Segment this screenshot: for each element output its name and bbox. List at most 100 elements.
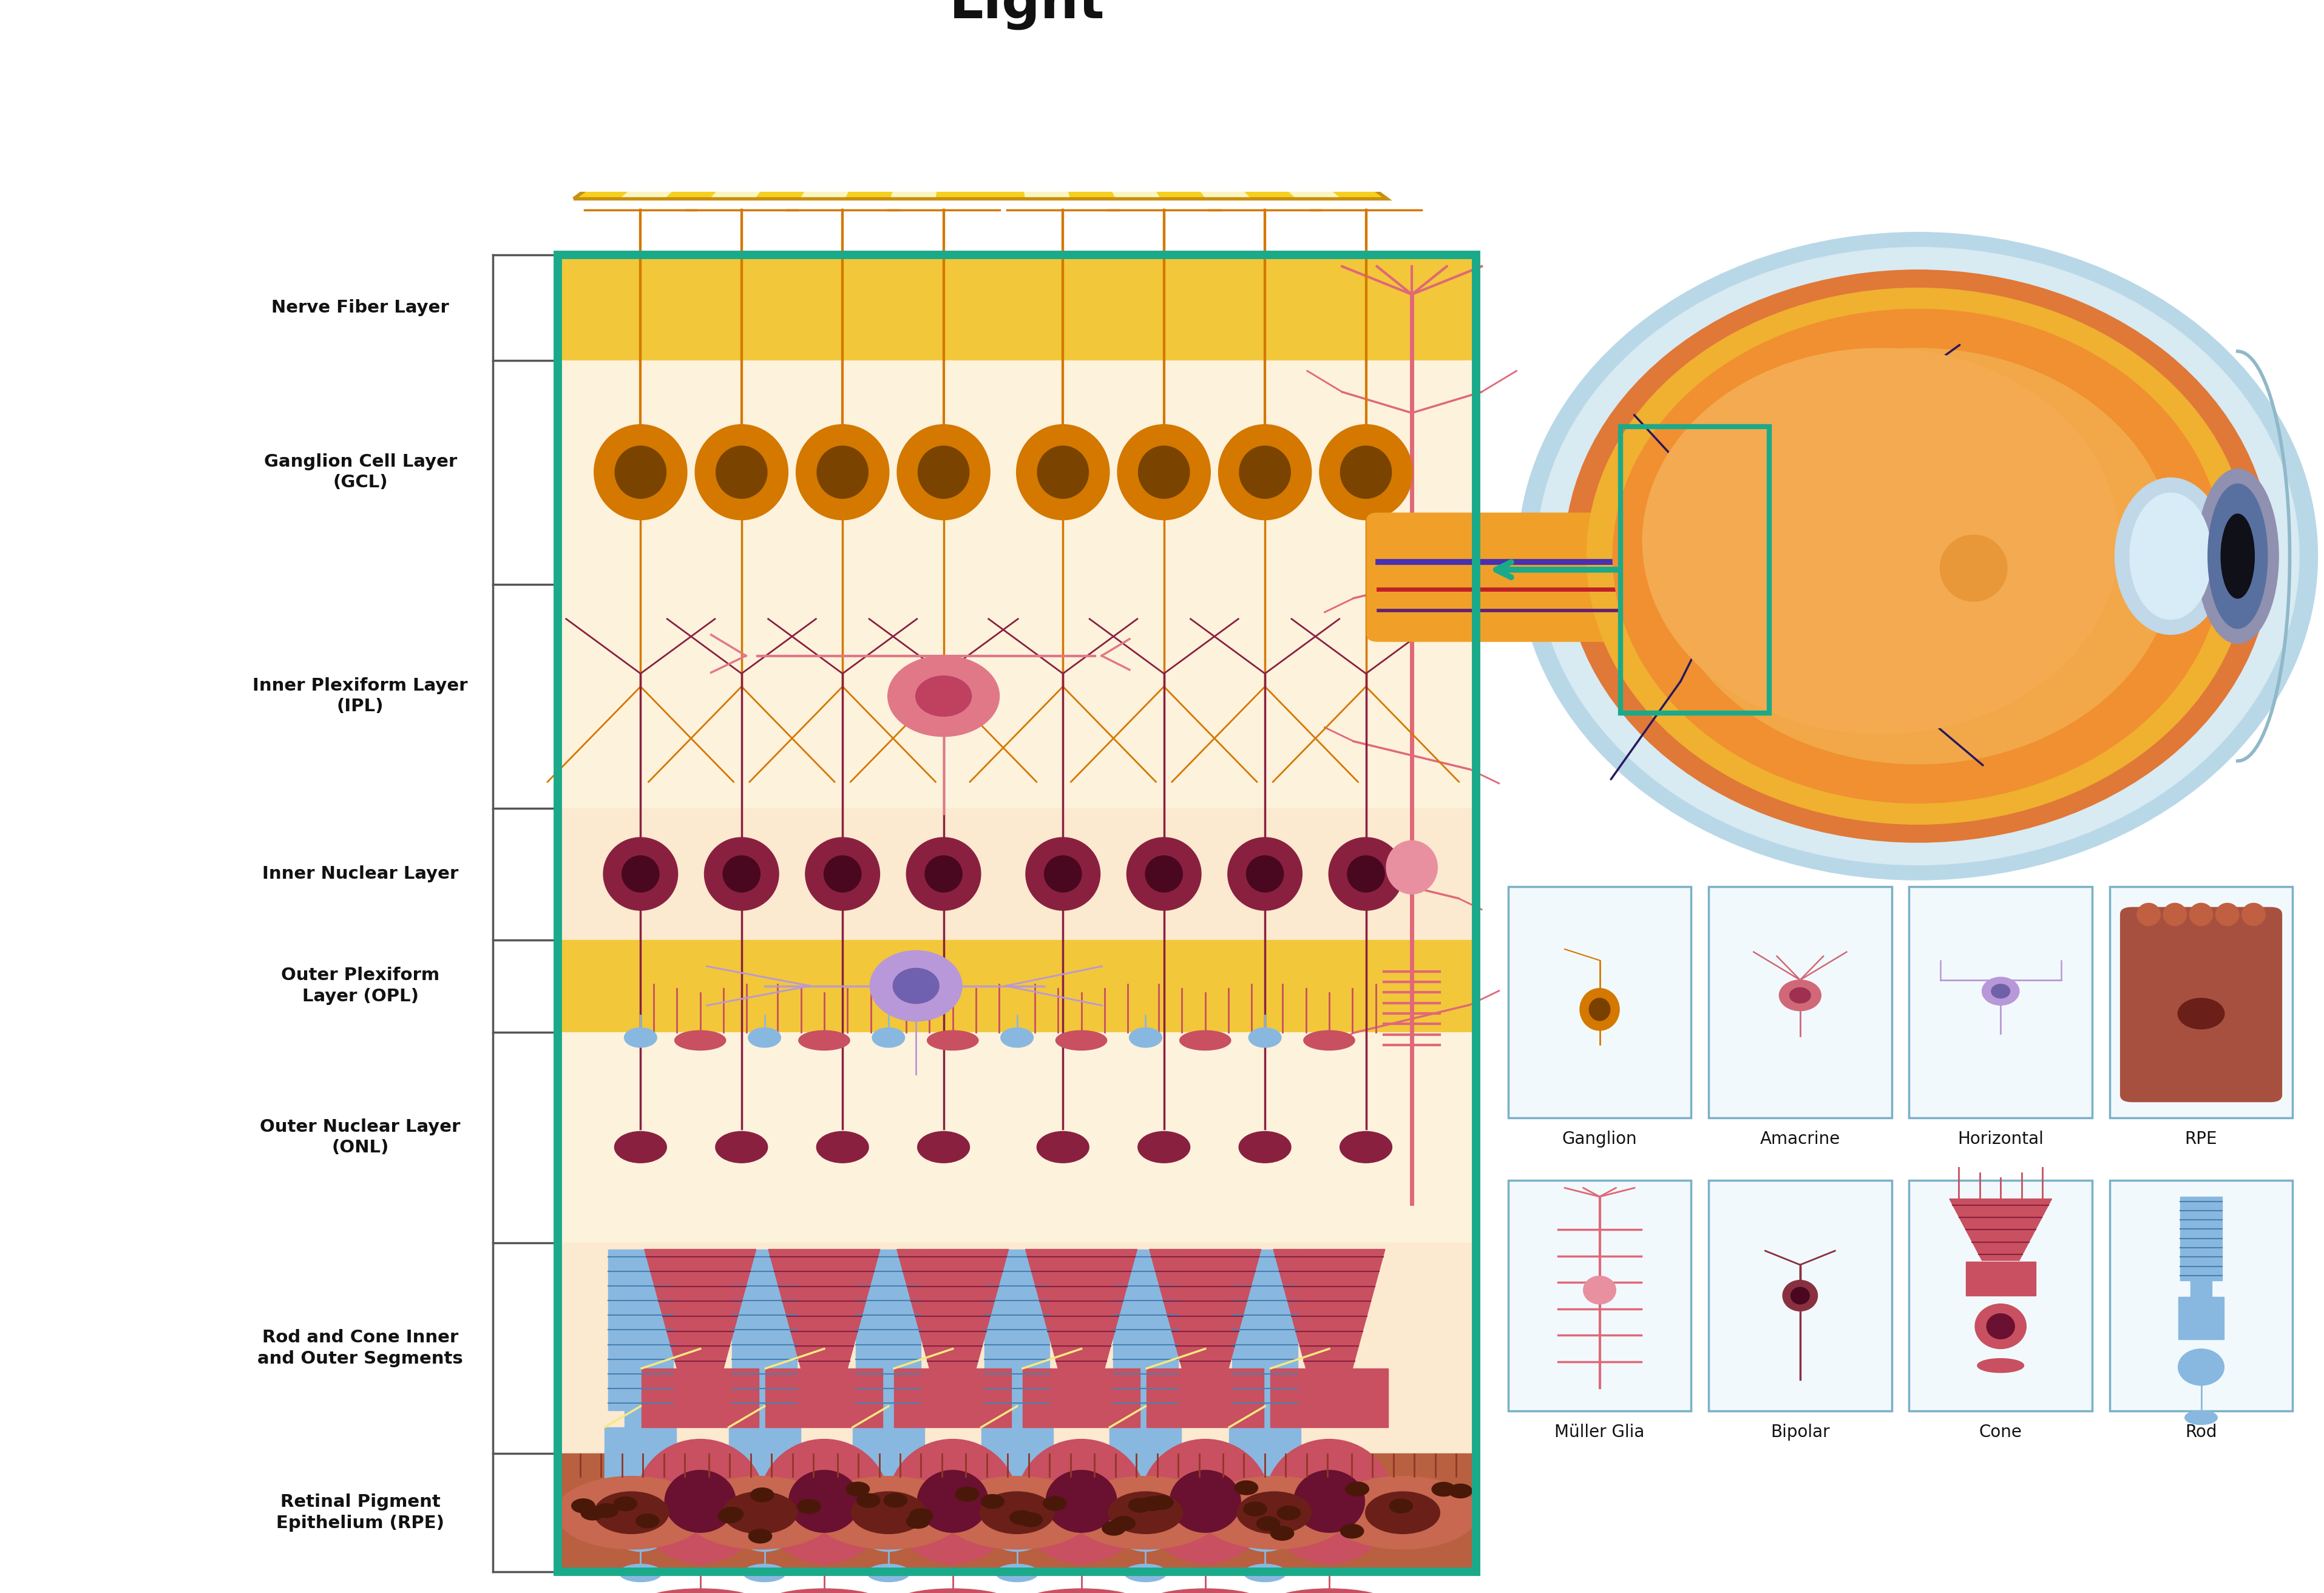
Ellipse shape	[823, 855, 860, 892]
Ellipse shape	[637, 1438, 765, 1563]
Circle shape	[751, 1488, 774, 1502]
Ellipse shape	[2178, 1349, 2224, 1386]
Ellipse shape	[623, 855, 660, 892]
Ellipse shape	[716, 446, 767, 499]
Circle shape	[1276, 1505, 1299, 1520]
Circle shape	[1002, 1027, 1032, 1047]
Polygon shape	[934, 0, 1025, 199]
Ellipse shape	[892, 969, 939, 1004]
Ellipse shape	[1127, 838, 1202, 910]
Ellipse shape	[927, 1031, 978, 1050]
FancyBboxPatch shape	[1708, 1180, 1892, 1411]
Bar	[558, 1453, 1476, 1572]
Ellipse shape	[1587, 288, 2247, 824]
Ellipse shape	[674, 1031, 725, 1050]
Polygon shape	[1950, 1200, 2052, 1260]
Ellipse shape	[1069, 1477, 1220, 1548]
Polygon shape	[897, 1249, 1009, 1368]
Ellipse shape	[816, 446, 867, 499]
Bar	[1271, 1368, 1387, 1427]
Circle shape	[1346, 1481, 1369, 1496]
Ellipse shape	[1139, 446, 1190, 499]
Ellipse shape	[1227, 838, 1301, 910]
Circle shape	[1009, 1510, 1032, 1525]
Polygon shape	[1274, 1249, 1385, 1368]
Circle shape	[748, 1027, 781, 1047]
Ellipse shape	[985, 1496, 1050, 1552]
Text: Rod and Cone Inner
and Outer Segments: Rod and Cone Inner and Outer Segments	[258, 1329, 462, 1367]
Bar	[981, 1427, 1053, 1491]
Ellipse shape	[1055, 1031, 1106, 1050]
Bar	[2189, 1281, 2210, 1297]
Bar	[604, 1427, 676, 1491]
Ellipse shape	[1232, 1496, 1297, 1552]
Bar	[872, 1410, 904, 1427]
Ellipse shape	[2196, 468, 2278, 644]
Ellipse shape	[767, 1588, 881, 1593]
Ellipse shape	[1046, 1470, 1116, 1532]
Polygon shape	[769, 1249, 881, 1368]
Polygon shape	[665, 0, 1297, 199]
Text: Cone: Cone	[1978, 1424, 2022, 1440]
Polygon shape	[644, 1249, 755, 1368]
Ellipse shape	[744, 1564, 786, 1582]
Circle shape	[906, 1515, 930, 1528]
Ellipse shape	[723, 855, 760, 892]
Circle shape	[918, 1131, 969, 1163]
Circle shape	[1341, 1525, 1364, 1539]
Ellipse shape	[1778, 980, 1820, 1012]
Bar	[2178, 1297, 2224, 1340]
Ellipse shape	[595, 425, 688, 519]
Bar	[558, 585, 1476, 808]
Circle shape	[637, 1513, 660, 1528]
Ellipse shape	[1118, 425, 1211, 519]
Circle shape	[614, 1497, 637, 1510]
Bar	[558, 255, 1476, 360]
Ellipse shape	[1125, 1564, 1167, 1582]
Text: LEGEND: LEGEND	[1829, 769, 1971, 801]
Text: Outer Nuclear Layer
(ONL): Outer Nuclear Layer (ONL)	[260, 1118, 460, 1157]
Ellipse shape	[1025, 838, 1099, 910]
Text: Outer Plexiform
Layer (OPL): Outer Plexiform Layer (OPL)	[281, 967, 439, 1005]
Bar	[1002, 1410, 1034, 1427]
Ellipse shape	[616, 446, 667, 499]
Polygon shape	[1148, 1249, 1260, 1368]
FancyBboxPatch shape	[1508, 887, 1690, 1118]
Ellipse shape	[2219, 515, 2254, 599]
Bar	[2180, 1196, 2222, 1281]
Ellipse shape	[888, 1438, 1018, 1563]
Ellipse shape	[813, 1477, 964, 1548]
Ellipse shape	[1016, 425, 1109, 519]
Ellipse shape	[869, 951, 962, 1021]
Ellipse shape	[981, 1491, 1055, 1534]
Bar	[558, 940, 1476, 1032]
Ellipse shape	[795, 425, 888, 519]
Ellipse shape	[704, 838, 779, 910]
FancyBboxPatch shape	[1908, 887, 2092, 1118]
Circle shape	[748, 1529, 772, 1544]
Ellipse shape	[1583, 1276, 1615, 1305]
Text: Bipolar: Bipolar	[1771, 1424, 1829, 1440]
Ellipse shape	[760, 1438, 888, 1563]
Polygon shape	[844, 0, 1116, 199]
FancyBboxPatch shape	[1367, 513, 1713, 642]
Ellipse shape	[1643, 349, 2117, 734]
Text: Rod: Rod	[2185, 1424, 2217, 1440]
Ellipse shape	[1294, 1470, 1364, 1532]
Circle shape	[1141, 1496, 1164, 1510]
Text: Amacrine: Amacrine	[1759, 1131, 1841, 1147]
Ellipse shape	[665, 1470, 734, 1532]
Ellipse shape	[855, 1496, 920, 1552]
Circle shape	[1018, 1513, 1041, 1526]
Polygon shape	[753, 0, 1206, 199]
Ellipse shape	[1199, 1477, 1350, 1548]
Ellipse shape	[1146, 855, 1183, 892]
Ellipse shape	[609, 1496, 674, 1552]
Circle shape	[720, 1507, 744, 1521]
Circle shape	[883, 1493, 906, 1507]
Bar	[985, 1249, 1050, 1410]
Circle shape	[816, 1131, 869, 1163]
Ellipse shape	[1043, 855, 1081, 892]
Text: Horizontal: Horizontal	[1957, 1131, 2043, 1147]
Circle shape	[581, 1505, 604, 1520]
